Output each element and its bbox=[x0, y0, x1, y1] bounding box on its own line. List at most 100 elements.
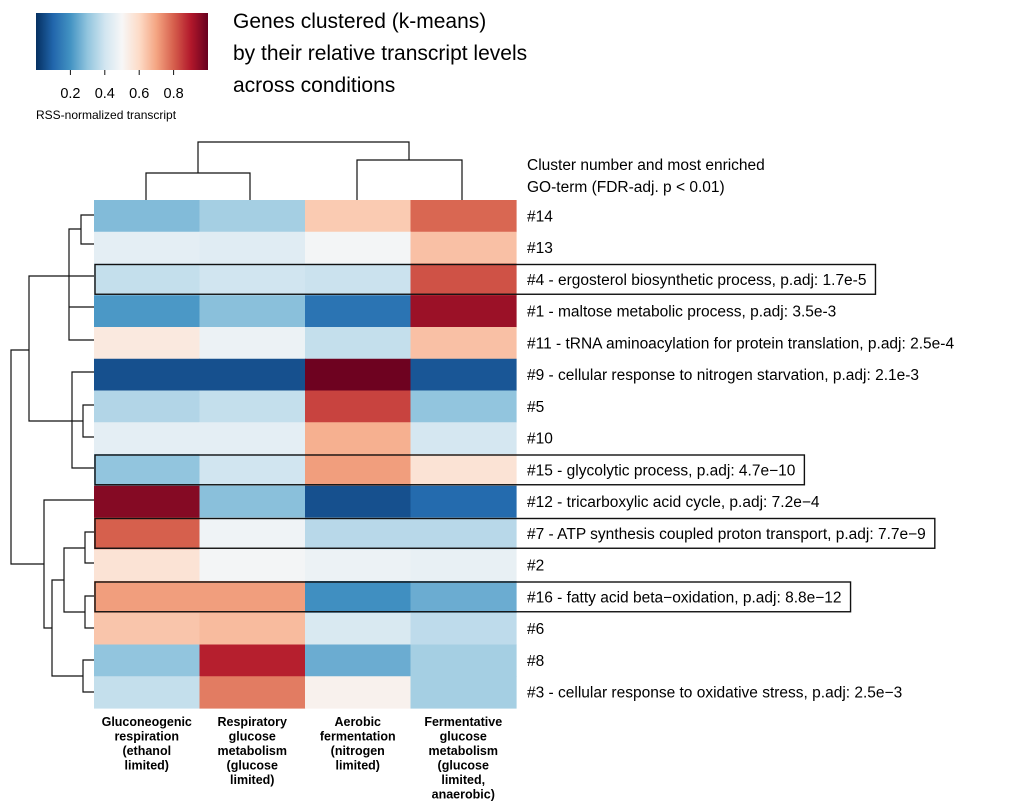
colorbar-tick-label: 0.2 bbox=[60, 86, 80, 102]
row-dendro-8-3 bbox=[82, 659, 94, 693]
row-dendro-group-b bbox=[71, 371, 94, 469]
heatmap-cell bbox=[305, 581, 412, 614]
row-label: #4 - ergosterol biosynthetic process, p.… bbox=[527, 272, 866, 289]
row-legend-header: Cluster number and most enriched GO-term… bbox=[527, 157, 765, 196]
heatmap-cell bbox=[410, 549, 517, 582]
column-label: Aerobic fermentation (nitrogen limited) bbox=[320, 715, 396, 773]
heatmap-cell bbox=[94, 581, 201, 614]
heatmap-cell bbox=[410, 517, 517, 550]
heatmap-cell bbox=[199, 200, 306, 233]
col-dendro-left-pair bbox=[145, 172, 251, 200]
title-line-3: across conditions bbox=[233, 74, 395, 97]
heatmap-cell bbox=[199, 327, 306, 360]
heatmap-cell bbox=[94, 263, 201, 296]
heatmap-cell bbox=[305, 549, 412, 582]
heatmap-cell bbox=[305, 358, 412, 392]
colorbar-gradient bbox=[36, 13, 208, 70]
colorbar: 0.2 0.4 0.6 0.8 RSS-normalized transcript bbox=[36, 13, 208, 122]
heatmap-cell bbox=[94, 231, 201, 265]
row-label: #15 - glycolytic process, p.adj: 4.7e−10 bbox=[527, 462, 796, 479]
heatmap-cell bbox=[94, 676, 201, 709]
chart-title: Genes clustered (k-means) by their relat… bbox=[233, 10, 527, 97]
row-label: #9 - cellular response to nitrogen starv… bbox=[527, 367, 919, 384]
row-legend-header-line-1: Cluster number and most enriched bbox=[527, 157, 765, 174]
heatmap-cell bbox=[305, 517, 412, 550]
heatmap-cell bbox=[199, 517, 306, 550]
heatmap-cell bbox=[410, 390, 517, 423]
heatmap-cell bbox=[410, 676, 517, 709]
heatmap-cell bbox=[199, 644, 306, 677]
heatmap-cell bbox=[94, 485, 201, 519]
row-dendrogram bbox=[10, 214, 94, 693]
heatmap-cell bbox=[199, 422, 306, 455]
col-dendro-root bbox=[197, 141, 410, 173]
heatmap-cell bbox=[199, 485, 306, 519]
heatmap-cell bbox=[305, 422, 412, 455]
heatmap-cell bbox=[94, 358, 201, 392]
heatmap-cell bbox=[305, 454, 412, 487]
heatmap-cell bbox=[305, 644, 412, 677]
heatmap-cell bbox=[94, 644, 201, 677]
heatmap-cell bbox=[410, 200, 517, 233]
row-label: #7 - ATP synthesis coupled proton transp… bbox=[527, 526, 926, 543]
heatmap-cell bbox=[305, 295, 412, 328]
heatmap-cell bbox=[199, 454, 306, 487]
colorbar-tick-label: 0.8 bbox=[164, 86, 184, 102]
row-label: #12 - tricarboxylic acid cycle, p.adj: 7… bbox=[527, 494, 820, 511]
row-label: #2 bbox=[527, 558, 544, 575]
row-label: #10 bbox=[527, 431, 553, 448]
col-dendro-right-pair bbox=[356, 159, 463, 200]
row-label: #13 bbox=[527, 240, 553, 257]
heatmap-cell bbox=[94, 390, 201, 423]
heatmap-cell bbox=[305, 327, 412, 360]
heatmap-cell bbox=[410, 231, 517, 265]
heatmap-cell bbox=[305, 200, 412, 233]
heatmap-cell bbox=[410, 295, 517, 328]
heatmap-cell bbox=[94, 295, 201, 328]
heatmap-cell bbox=[305, 485, 412, 519]
row-dendro-top bbox=[28, 275, 72, 422]
heatmap-cell bbox=[305, 390, 412, 423]
heatmap-cell bbox=[305, 676, 412, 709]
column-label: Respiratory glucose metabolism (glucose limi… bbox=[218, 715, 288, 787]
heatmap-cell bbox=[94, 612, 201, 646]
heatmap-cell bbox=[199, 295, 306, 328]
heatmap-cell bbox=[199, 676, 306, 709]
heatmap-cell bbox=[199, 263, 306, 296]
highlight-box bbox=[94, 581, 852, 613]
heatmap-cell bbox=[199, 549, 306, 582]
column-label: Fermentative glucose metabolism (glucose lim… bbox=[424, 715, 502, 802]
heatmap-cells bbox=[94, 200, 517, 709]
row-label: #3 - cellular response to oxidative stre… bbox=[527, 685, 902, 702]
row-label: #11 - tRNA aminoacylation for protein tr… bbox=[527, 335, 954, 352]
colorbar-ticks: 0.2 0.4 0.6 0.8 bbox=[60, 70, 184, 102]
heatmap-cell bbox=[410, 422, 517, 455]
row-dendro-root bbox=[10, 349, 44, 565]
row-legend-header-line-2: GO-term (FDR-adj. p < 0.01) bbox=[527, 179, 725, 196]
heatmap-cell bbox=[410, 644, 517, 677]
colorbar-tick-label: 0.4 bbox=[95, 86, 115, 102]
row-label: #14 bbox=[527, 208, 553, 225]
heatmap-cell bbox=[410, 358, 517, 392]
highlight-box bbox=[94, 454, 806, 486]
heatmap-cell bbox=[305, 231, 412, 265]
heatmap-cell bbox=[410, 581, 517, 614]
heatmap-cell bbox=[410, 485, 517, 519]
highlight-box bbox=[94, 263, 877, 295]
row-dendro-7-2 bbox=[84, 531, 94, 564]
column-label: Gluconeogenic respiration (ethanol limited) bbox=[102, 715, 192, 773]
row-label: #8 bbox=[527, 653, 544, 670]
row-dendro-group-a bbox=[68, 228, 94, 341]
heatmap-cell bbox=[199, 612, 306, 646]
heatmap-cell bbox=[305, 263, 412, 296]
row-label: #1 - maltose metabolic process, p.adj: 3… bbox=[527, 304, 836, 321]
heatmap-cell bbox=[94, 549, 201, 582]
highlight-box bbox=[94, 517, 936, 549]
row-label: #16 - fatty acid beta−oxidation, p.adj: … bbox=[527, 589, 842, 606]
title-line-2: by their relative transcript levels bbox=[233, 42, 527, 65]
column-labels: Gluconeogenic respiration (ethanol limited)… bbox=[102, 715, 503, 802]
row-label: #5 bbox=[527, 399, 544, 416]
heatmap-cell bbox=[94, 454, 201, 487]
column-dendrogram bbox=[145, 141, 463, 200]
row-dendro-group-c bbox=[43, 499, 94, 677]
